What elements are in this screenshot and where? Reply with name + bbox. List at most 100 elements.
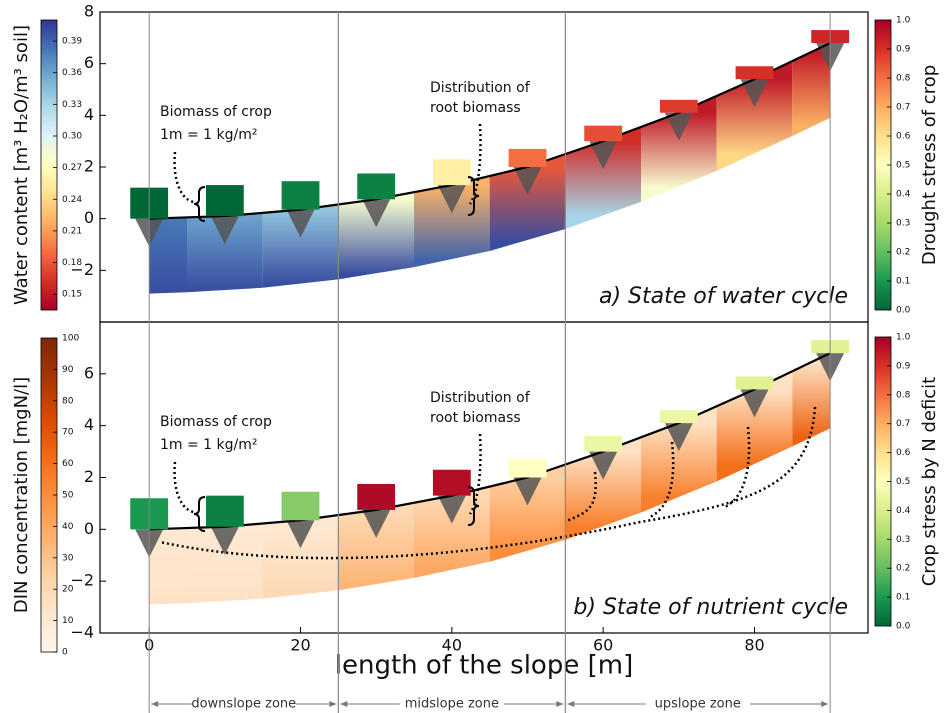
- plot-area: [130, 340, 850, 605]
- root-distribution: [362, 509, 391, 538]
- root-distribution: [437, 185, 466, 214]
- crop-biomass: [508, 459, 547, 478]
- soil-column: [149, 217, 188, 294]
- colorbar-label: Water content [m³ H₂O/m³ soil]: [11, 25, 32, 305]
- colorbar-tick-label: 50: [62, 491, 74, 501]
- annotation: Biomass of crop: [160, 104, 272, 120]
- crop-biomass: [432, 159, 471, 186]
- colorbar-tick-label: 0.3: [896, 219, 910, 229]
- colorbar-tick-label: 0.33: [62, 100, 82, 110]
- colorbar-tick-label: 0.7: [896, 103, 910, 113]
- crop-biomass: [508, 148, 547, 167]
- colorbar-tick-label: 0.8: [896, 390, 911, 400]
- root-distribution: [740, 389, 769, 418]
- annotation: Distribution of: [430, 390, 531, 406]
- colorbar-tick-label: 0.27: [62, 163, 82, 173]
- soil-column: [565, 126, 642, 229]
- y-tick-label: 4: [84, 105, 94, 124]
- colorbar-tick-label: 0.30: [62, 132, 82, 142]
- annotation-arrow: [468, 123, 482, 205]
- soil-column: [641, 95, 717, 202]
- soil-column: [262, 515, 339, 599]
- y-tick-label: 0: [84, 519, 94, 538]
- colorbar-tick-label: 70: [62, 428, 74, 438]
- colorbar-tick-label: 1.0: [896, 333, 911, 343]
- colorbar-tick-label: 0.4: [896, 190, 911, 200]
- colorbar-tick-label: 0.18: [62, 258, 82, 268]
- crop-biomass: [357, 173, 396, 200]
- x-tick-label: 20: [290, 636, 310, 655]
- crop-biomass: [205, 185, 244, 217]
- y-tick-label: −2: [70, 571, 94, 590]
- x-tick-label: 40: [442, 636, 462, 655]
- colorbar-tick-label: 0.1: [896, 277, 910, 287]
- colorbar-label: DIN concentration [mgN/l]: [11, 377, 32, 613]
- root-distribution: [513, 167, 542, 195]
- crop-biomass: [659, 99, 698, 113]
- root-distribution: [286, 520, 315, 549]
- crop-biomass: [735, 66, 774, 80]
- soil-surface: [149, 42, 831, 220]
- annotation: root biomass: [430, 410, 521, 426]
- annotation: root biomass: [430, 100, 521, 116]
- soil-column: [187, 523, 263, 604]
- colorbar-tick-label: 0.2: [896, 564, 910, 574]
- zone-label: upslope zone: [655, 697, 741, 712]
- colorbar-tick-label: 80: [62, 396, 74, 406]
- soil-column: [262, 204, 339, 288]
- y-tick-label: −2: [70, 260, 94, 279]
- crop-biomass: [432, 469, 471, 496]
- soil-column: [641, 406, 717, 513]
- flow-arrow: [649, 441, 675, 519]
- brace: [193, 496, 206, 532]
- crop-biomass: [281, 491, 320, 521]
- colorbar-tick-label: 90: [62, 365, 74, 375]
- panel-title: a) State of water cycle: [599, 284, 848, 309]
- soil-column: [149, 528, 188, 605]
- soil-column: [489, 464, 566, 562]
- flow-arrow: [724, 426, 751, 509]
- x-tick-label: 60: [593, 636, 613, 655]
- y-tick-label: 2: [84, 157, 94, 176]
- colorbar-tick-label: 0.4: [896, 506, 911, 516]
- colorbar-label: Crop stress by N deficit: [919, 377, 940, 587]
- soil-column: [792, 43, 831, 136]
- colorbar-tick-label: 0.9: [896, 45, 911, 55]
- x-tick-label: 80: [744, 636, 764, 655]
- soil-column: [414, 486, 490, 578]
- annotation-arrow: [468, 433, 482, 515]
- colorbar-tick-label: 0.36: [62, 68, 82, 78]
- colorbar-tick-label: 0.2: [896, 248, 910, 258]
- soil-column: [338, 192, 415, 280]
- colorbar-tick-label: 0.5: [896, 477, 910, 487]
- y-tick-label: −4: [70, 623, 94, 642]
- crop-biomass: [281, 181, 320, 210]
- annotation-arrow: [173, 461, 196, 514]
- y-tick-label: 8: [84, 2, 94, 21]
- zone-label-bg: [191, 696, 296, 712]
- root-distribution: [740, 79, 769, 108]
- colorbar-tick-label: 0.0: [896, 622, 911, 632]
- annotation: Biomass of crop: [160, 414, 272, 430]
- crop-biomass: [205, 495, 244, 527]
- root-distribution: [286, 209, 315, 238]
- brace: [467, 486, 480, 526]
- crop-biomass: [735, 376, 774, 390]
- colorbar-tick-label: 100: [62, 334, 79, 344]
- root-distribution: [210, 526, 239, 555]
- y-tick-label: 4: [84, 415, 94, 434]
- root-distribution: [513, 477, 542, 506]
- root-distribution: [664, 112, 693, 141]
- colorbar-tick-label: 0.6: [896, 132, 911, 142]
- colorbar-tick-label: 0.21: [62, 226, 82, 236]
- root-distribution: [210, 216, 239, 245]
- crop-biomass: [584, 436, 623, 452]
- annotation-arrow: [173, 151, 196, 204]
- y-tick-label: 0: [84, 208, 94, 227]
- soil-column: [414, 176, 490, 268]
- soil-column: [489, 154, 566, 251]
- zone-label: midslope zone: [405, 697, 499, 712]
- crop-biomass: [357, 483, 396, 510]
- colorbar-tick-label: 10: [62, 616, 74, 626]
